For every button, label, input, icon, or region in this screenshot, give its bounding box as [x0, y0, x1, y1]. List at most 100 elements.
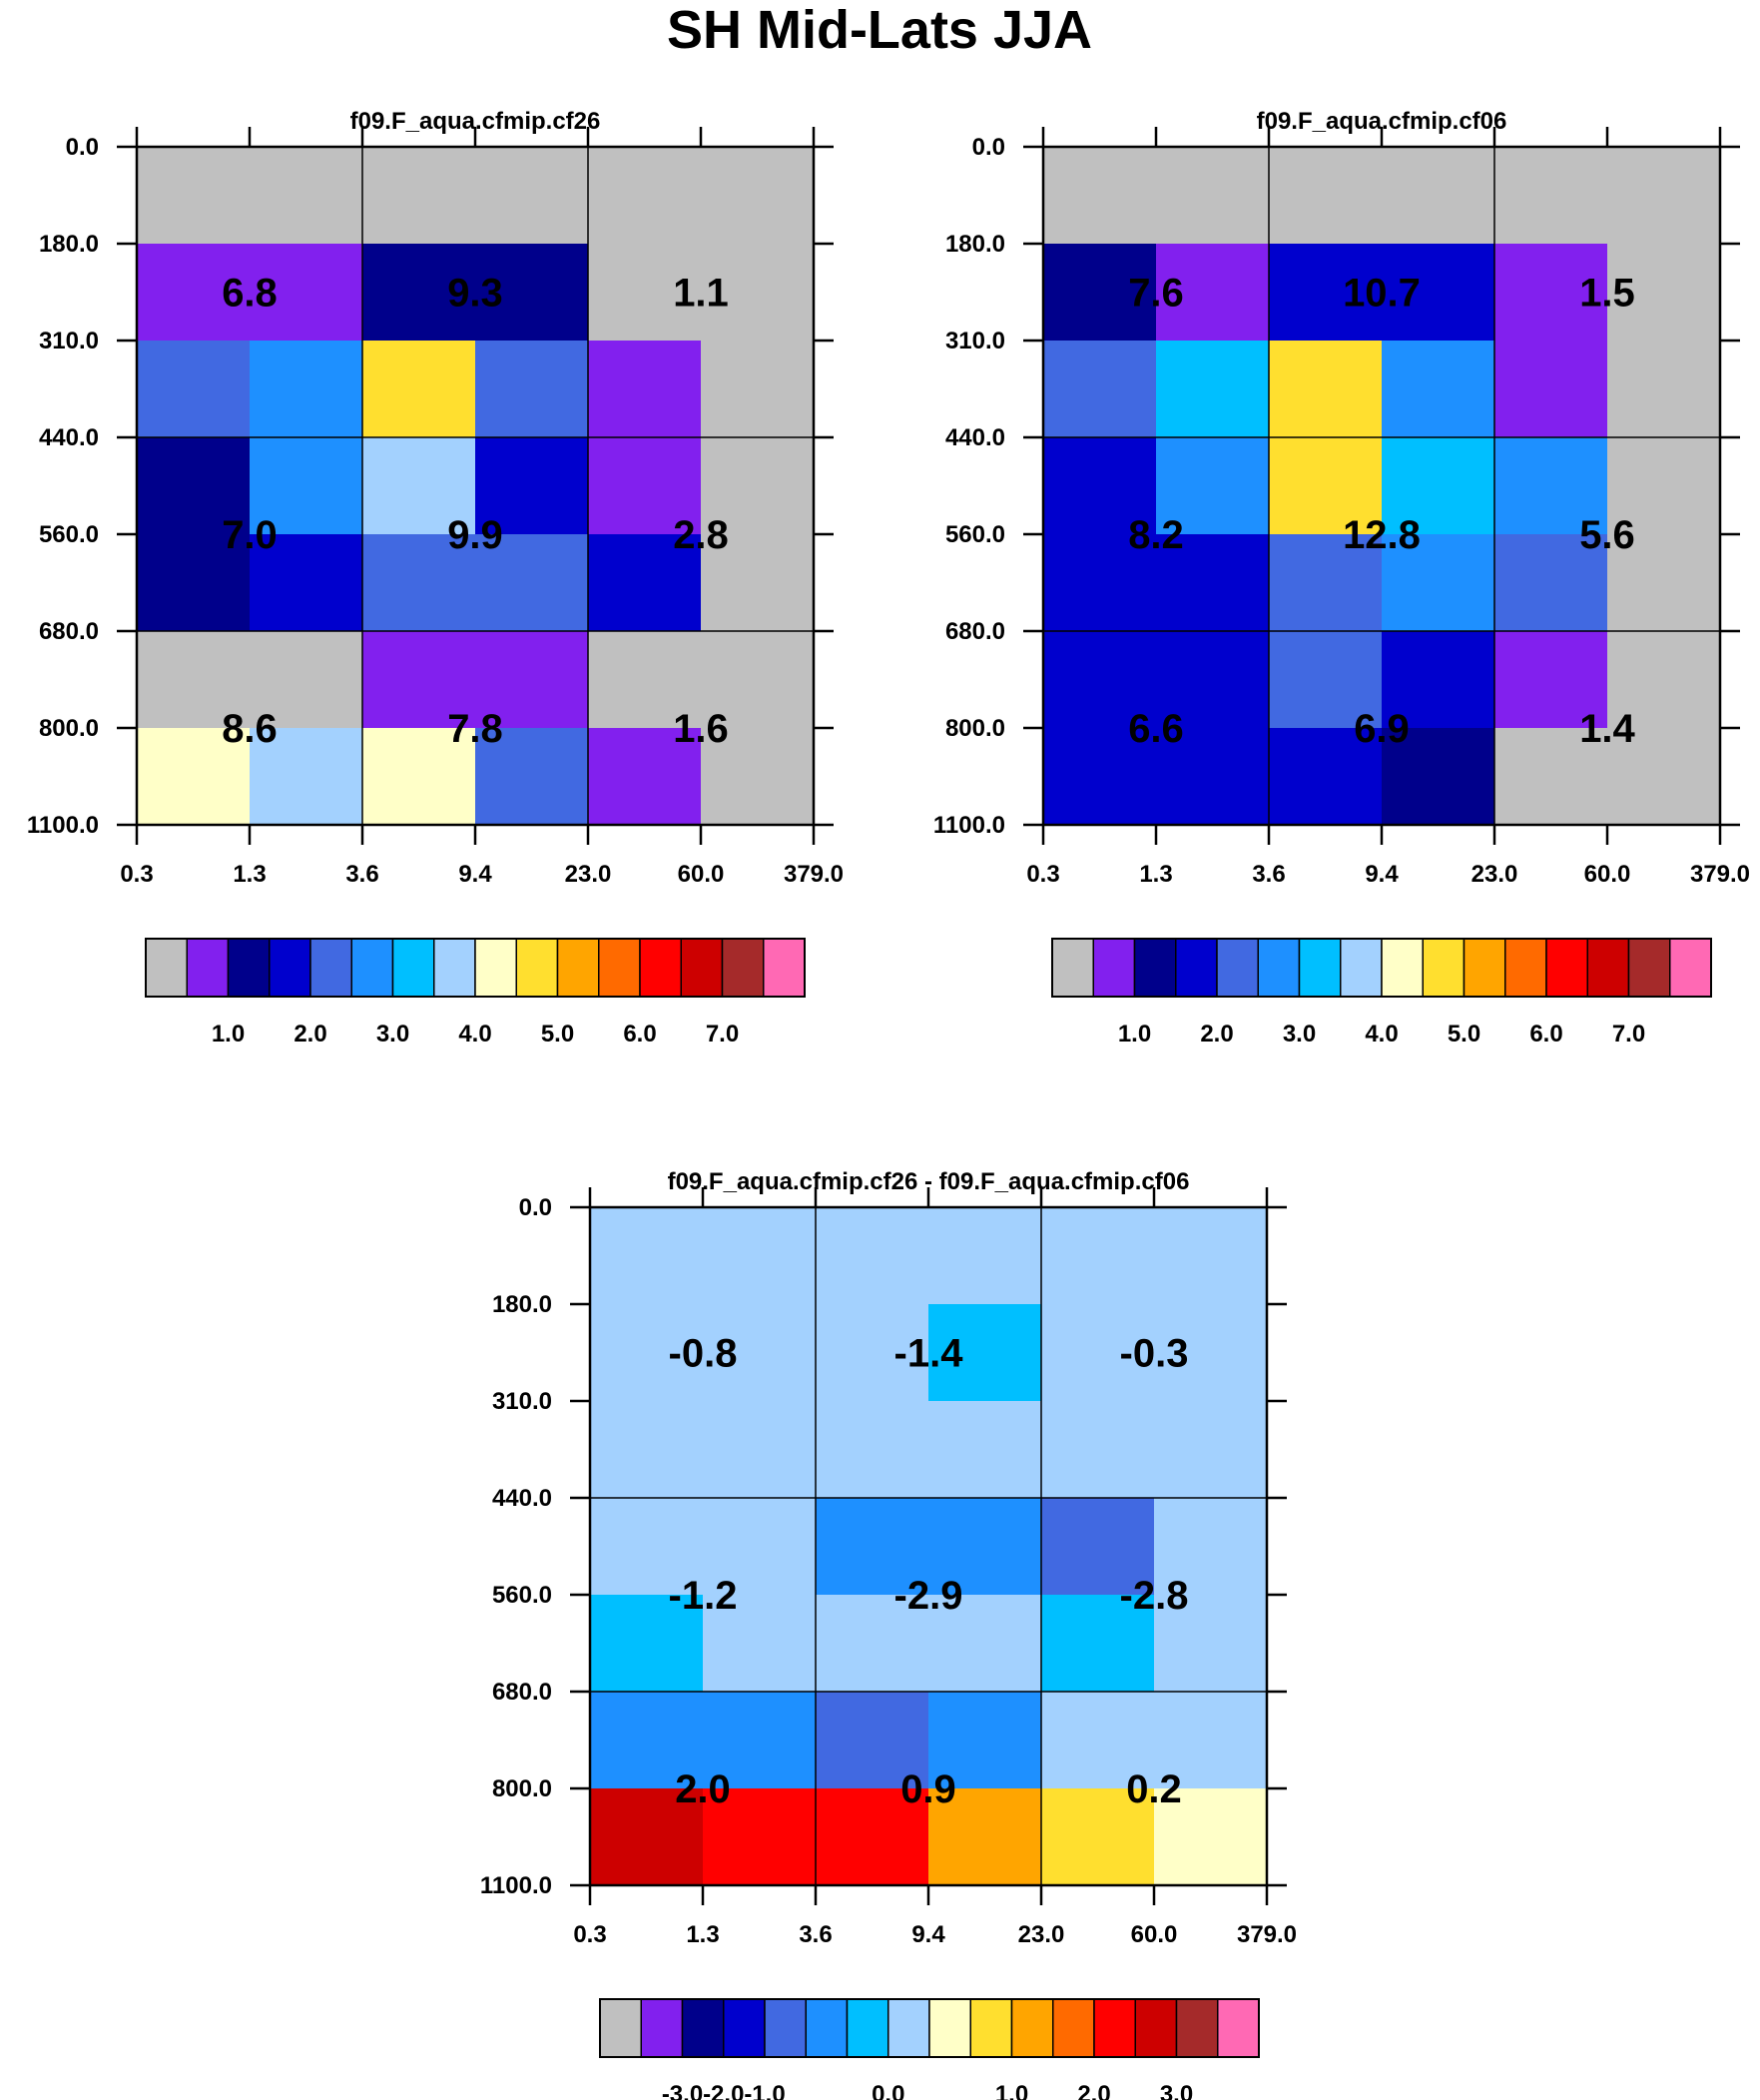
heatmap-cell: [588, 437, 702, 535]
heatmap-cell: [1156, 244, 1270, 342]
heatmap-cell: [1607, 341, 1721, 438]
heatmap-cell: [816, 1595, 929, 1693]
colorbar-box: [1504, 938, 1547, 998]
panels: f09.F_aqua.cfmip.cf260.0180.0310.0440.05…: [27, 108, 1750, 2100]
heatmap-cell: [1043, 437, 1157, 535]
x-tick-label: 3.6: [345, 861, 378, 888]
box-value-label: 7.8: [447, 707, 503, 751]
box-value-label: -2.9: [894, 1574, 963, 1618]
y-tick-label: 1100.0: [933, 812, 1005, 839]
box-value-label: -2.8: [1120, 1574, 1189, 1618]
y-tick-label: 560.0: [492, 1582, 552, 1609]
heatmap-cell: [1607, 244, 1721, 342]
heatmap-cell: [475, 437, 589, 535]
box-value-label: 8.2: [1128, 513, 1184, 557]
colorbar-box: [846, 1998, 889, 2058]
panel-1: f09.F_aqua.cfmip.cf260.0180.0310.0440.05…: [27, 108, 844, 1048]
colorbar-box: [1175, 1998, 1219, 2058]
heatmap-cell: [1041, 1788, 1155, 1886]
x-tick-label: 379.0: [1237, 1921, 1297, 1948]
heatmap-cell: [928, 1692, 1042, 1789]
x-tick-label: 0.3: [120, 861, 153, 888]
heatmap-cell: [1382, 437, 1495, 535]
heatmap-cell: [475, 147, 589, 245]
heatmap-cell: [1269, 341, 1383, 438]
heatmap-cell: [1043, 147, 1157, 245]
colorbar-label: 4.0: [458, 1021, 491, 1048]
heatmap-cell: [1269, 534, 1383, 632]
heatmap-cell: [928, 1401, 1042, 1499]
heatmap-cell: [701, 534, 815, 632]
heatmap-cell: [1607, 437, 1721, 535]
colorbar-label: 1.0: [1118, 1021, 1151, 1048]
x-tick-label: 1.3: [686, 1921, 719, 1948]
y-tick-label: 180.0: [945, 231, 1005, 258]
heatmap-cell: [928, 1498, 1042, 1596]
heatmap-cell: [362, 728, 476, 826]
colorbar-label: 7.0: [706, 1021, 739, 1048]
colorbar-frame: [145, 938, 806, 998]
colorbar-box: [969, 1998, 1013, 2058]
colorbar-label: 5.0: [1448, 1021, 1480, 1048]
heatmap-cell: [1382, 534, 1495, 632]
heatmap-cell: [1382, 244, 1495, 342]
y-tick-label: 0.0: [519, 1194, 552, 1221]
heatmap-cell: [137, 534, 251, 632]
panel-3: f09.F_aqua.cfmip.cf26 - f09.F_aqua.cfmip…: [480, 1168, 1297, 2100]
heatmap-cell: [362, 534, 476, 632]
x-tick-label: 23.0: [565, 861, 612, 888]
colorbar-box: [681, 1998, 725, 2058]
heatmap-cell: [1382, 631, 1495, 729]
heatmap-cell: [1154, 1788, 1268, 1886]
y-tick-label: 310.0: [39, 328, 99, 354]
heatmap-cell: [1043, 341, 1157, 438]
x-tick-label: 3.6: [799, 1921, 832, 1948]
colorbar-box: [556, 938, 600, 998]
colorbar-box: [1340, 938, 1383, 998]
colorbar-label: 1.0: [995, 2081, 1028, 2100]
heatmap-cell: [1154, 1595, 1268, 1693]
heatmap-cell: [1269, 147, 1383, 245]
box-value-label: 6.6: [1128, 707, 1184, 751]
heatmap-cell: [1156, 728, 1270, 826]
heatmap-cell: [1494, 728, 1608, 826]
heatmap-cell: [703, 1788, 817, 1886]
colorbar-label: -1.0: [744, 2081, 785, 2100]
x-tick-label: 379.0: [1690, 861, 1750, 888]
figure-title: SH Mid-Lats JJA: [667, 0, 1092, 60]
colorbar-label: 2.0: [1077, 2081, 1110, 2100]
colorbar-box: [391, 938, 435, 998]
colorbar-frame: [599, 1998, 1260, 2058]
colorbar-box: [1216, 938, 1259, 998]
colorbar: 1.0 2.0 3.0 4.0 5.0 6.0 7.0: [1051, 938, 1712, 1048]
heatmap-cell: [1494, 534, 1608, 632]
y-tick-label: 800.0: [492, 1775, 552, 1802]
box-value-label: 7.6: [1128, 272, 1184, 316]
box-value-label: 1.6: [673, 707, 729, 751]
heatmap-cell: [1494, 631, 1608, 729]
colorbar-label: 3.0: [1283, 1021, 1316, 1048]
heatmap-cell: [137, 631, 251, 729]
box-value-label: 8.6: [222, 707, 278, 751]
colorbar-box: [515, 938, 559, 998]
x-tick-label: 60.0: [1131, 1921, 1178, 1948]
x-tick-label: 23.0: [1018, 1921, 1065, 1948]
heatmap-cell: [1043, 244, 1157, 342]
heatmap-cell: [1494, 147, 1608, 245]
heatmap-cell: [362, 631, 476, 729]
box-value-label: 9.3: [447, 272, 503, 316]
heatmap-cell: [1156, 147, 1270, 245]
colorbar-box: [186, 938, 230, 998]
heatmap-cell: [590, 1304, 704, 1402]
heatmap-cell: [1269, 437, 1383, 535]
y-tick-label: 800.0: [945, 715, 1005, 742]
colorbar-box: [723, 1998, 766, 2058]
heatmap-cell: [1269, 631, 1383, 729]
heatmap-cell: [250, 728, 363, 826]
box-value-label: 2.8: [673, 513, 729, 557]
colorbar-label: 7.0: [1612, 1021, 1645, 1048]
heatmap-cell: [1154, 1304, 1268, 1402]
box-value-label: 0.9: [900, 1767, 956, 1811]
heatmap-cell: [137, 728, 251, 826]
heatmap-cell: [1607, 631, 1721, 729]
